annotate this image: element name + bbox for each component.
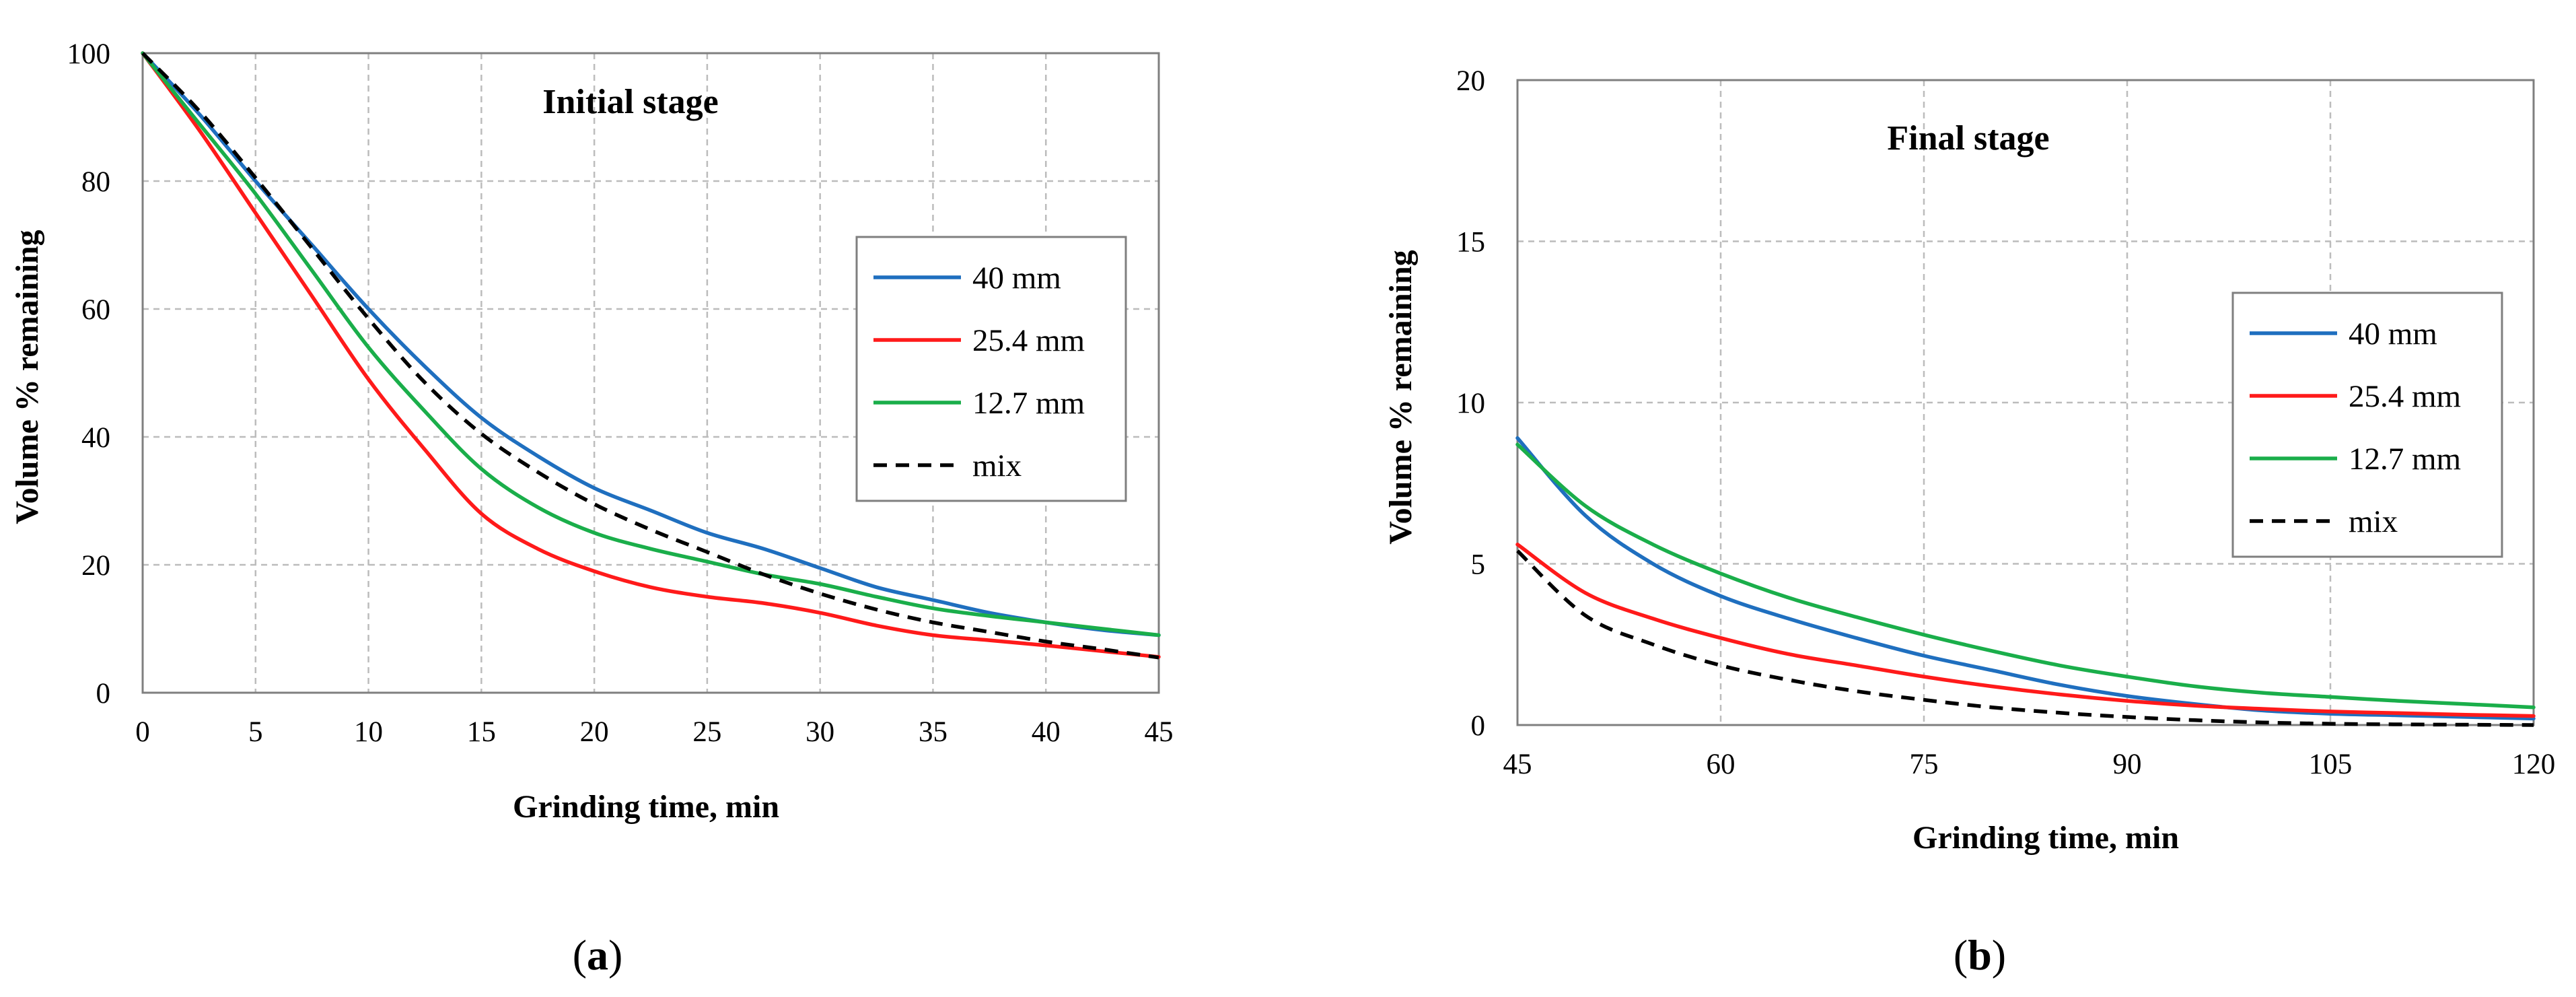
x-tick-label: 20: [580, 716, 609, 748]
x-tick-label: 90: [2113, 749, 2142, 780]
y-tick-label: 0: [1471, 710, 1486, 742]
legend-label-mix: mix: [972, 448, 1022, 483]
y-tick-labels-a: 0 20 40 60 80 100: [67, 38, 111, 710]
legend-b: 40 mm 25.4 mm 12.7 mm mix: [2231, 291, 2503, 558]
y-tick-labels-b: 0 5 10 15 20: [1456, 65, 1485, 742]
y-axis-title-a: Volume % remaining: [9, 230, 45, 524]
series-lines-a: [141, 51, 1161, 660]
legend-label-25-4-mm: 25.4 mm: [972, 323, 1085, 358]
plot-frame-a: [141, 52, 1160, 694]
x-tick-label: 5: [248, 716, 263, 748]
x-tick-label: 105: [2309, 749, 2353, 780]
legend-label-12-7-mm: 12.7 mm: [972, 386, 1085, 421]
x-tick-labels-a: 0 5 10 15 20 25 30 35 40 45: [135, 716, 1173, 748]
legend-label-mix: mix: [2349, 504, 2398, 539]
legend-box-b: [2231, 291, 2503, 558]
legend-label-40-mm: 40 mm: [2349, 316, 2437, 351]
x-tick-label: 30: [806, 716, 834, 748]
y-tick-label: 20: [81, 550, 110, 582]
series-line-mix: [1516, 549, 2534, 727]
y-axis-title-b: Volume % remaining: [1383, 250, 1419, 544]
legend-a: 40 mm 25.4 mm 12.7 mm mix: [855, 236, 1127, 502]
x-axis-title-a: Grinding time, min: [513, 789, 779, 825]
panel-label-a: (a): [573, 931, 623, 979]
x-tick-label: 45: [1503, 749, 1532, 780]
x-tick-label: 120: [2512, 749, 2556, 780]
y-tick-label: 40: [81, 422, 110, 454]
series-line-12-7-mm: [1515, 442, 2536, 710]
y-tick-label: 100: [67, 38, 111, 70]
legend-box-a: [855, 236, 1127, 502]
x-tick-labels-b: 45 60 75 90 105 120: [1503, 749, 2556, 780]
x-tick-label: 40: [1032, 716, 1061, 748]
y-tick-label: 0: [96, 678, 111, 710]
x-axis-title-b: Grinding time, min: [1912, 820, 2179, 856]
chart-panel-b: 45 60 75 90 105 120 0 5 10 15 20 Final stage Grin…: [1383, 65, 2555, 979]
chart-panel-a: 0 5 10 15 20 25 30 35 40 45 0 20 40 60 80 100 Initial …: [9, 38, 1174, 979]
x-tick-label: 15: [467, 716, 496, 748]
chart-title-b: Final stage: [1887, 119, 2049, 158]
chart-title-a: Initial stage: [542, 83, 718, 121]
series-lines-b: [1515, 436, 2536, 727]
series-line-25-4-mm: [1515, 543, 2536, 718]
series-line-40-mm: [1515, 436, 2536, 721]
x-tick-label: 60: [1707, 749, 1736, 780]
y-tick-label: 80: [81, 166, 110, 198]
grid-lines-b: [1517, 80, 2534, 725]
y-tick-label: 5: [1471, 549, 1486, 581]
panel-label-b: (b): [1954, 931, 2006, 979]
series-line-12-7-mm: [141, 51, 1161, 638]
x-tick-label: 0: [135, 716, 150, 748]
x-tick-label: 35: [919, 716, 947, 748]
x-tick-label: 45: [1145, 716, 1174, 748]
x-tick-label: 25: [692, 716, 721, 748]
legend-label-12-7-mm: 12.7 mm: [2349, 442, 2461, 477]
series-line-25-4-mm: [141, 51, 1161, 659]
y-tick-label: 10: [1456, 388, 1485, 419]
x-tick-label: 75: [1910, 749, 1939, 780]
y-tick-label: 15: [1456, 227, 1485, 259]
y-tick-label: 20: [1456, 65, 1485, 97]
plot-frame-b: [1516, 79, 2535, 726]
y-tick-label: 60: [81, 294, 110, 326]
grid-lines-a: [143, 53, 1159, 693]
series-line-mix: [141, 52, 1159, 660]
legend-label-25-4-mm: 25.4 mm: [2349, 379, 2461, 414]
x-tick-label: 10: [354, 716, 383, 748]
legend-label-40-mm: 40 mm: [972, 261, 1061, 296]
